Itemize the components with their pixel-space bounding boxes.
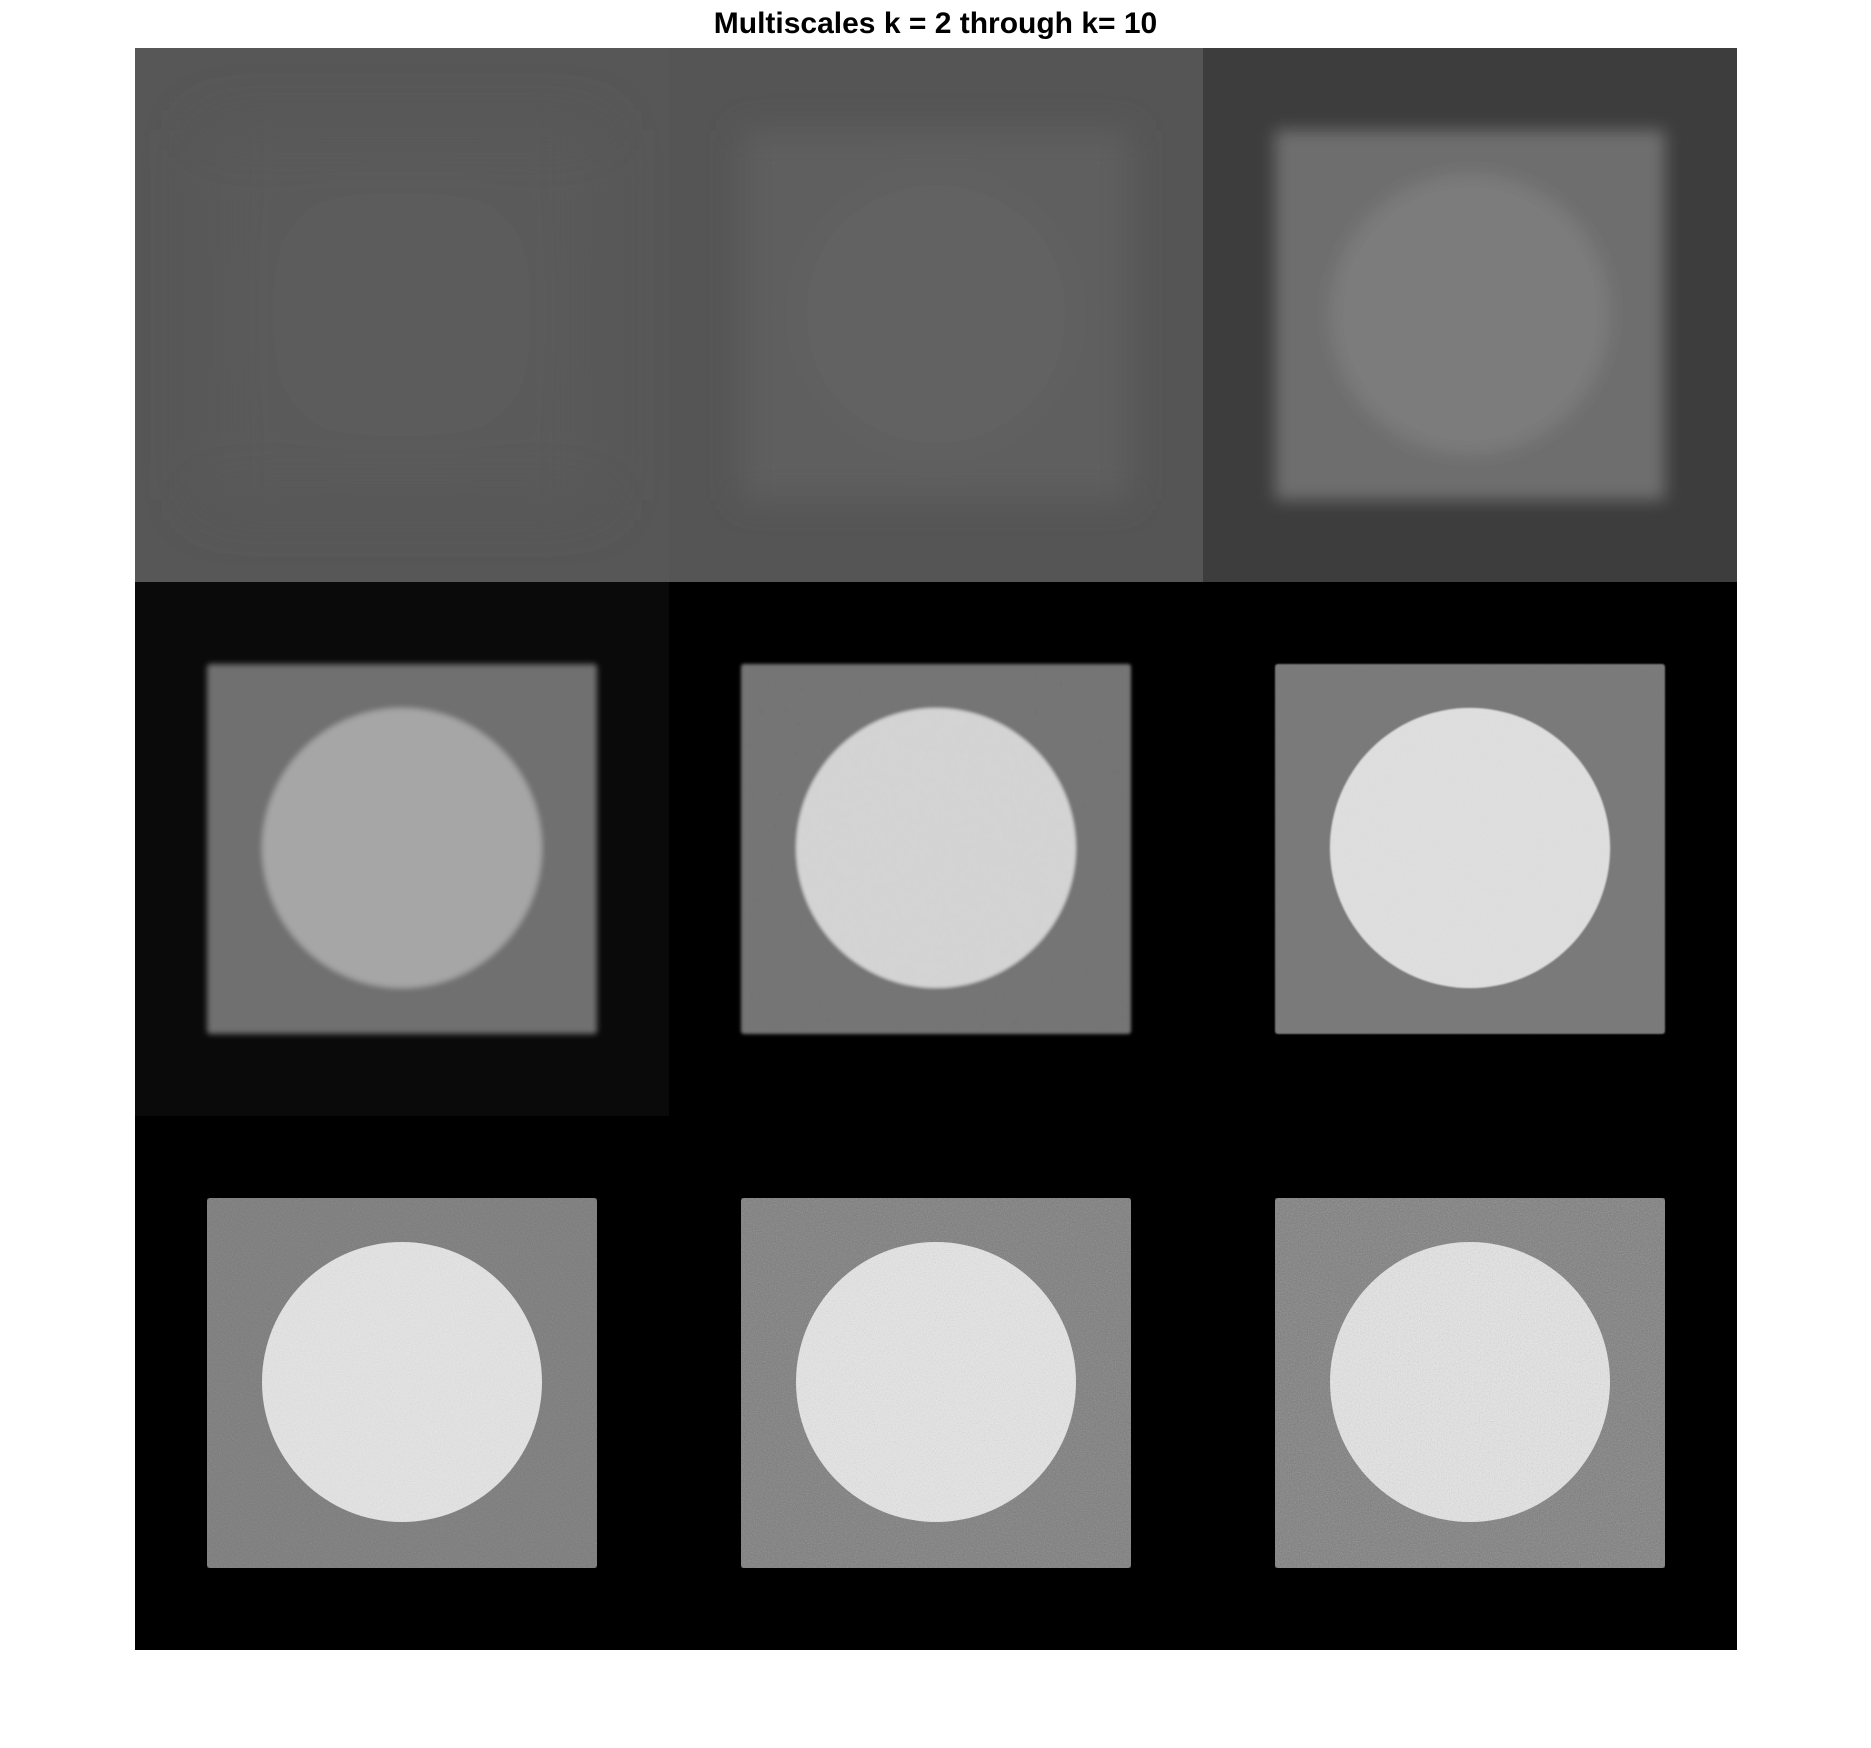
phantom-object <box>1275 130 1665 500</box>
phantom-disk <box>262 174 542 454</box>
phantom-object <box>741 1198 1131 1568</box>
figure-title: Multiscales k = 2 through k= 10 <box>713 7 1158 40</box>
scale-tile-k7 <box>1203 582 1737 1116</box>
noise-texture <box>741 664 1131 1034</box>
phantom-object <box>1275 1198 1665 1568</box>
noise-texture <box>1275 664 1665 1034</box>
phantom-object <box>207 130 597 500</box>
scale-tile-k5 <box>135 582 669 1116</box>
phantom-object <box>207 664 597 1034</box>
scale-tile-k2 <box>135 48 669 582</box>
multiscale-montage <box>135 48 1737 1650</box>
scale-tile-k3 <box>669 48 1203 582</box>
phantom-disk <box>262 708 542 988</box>
scale-tile-k6 <box>669 582 1203 1116</box>
phantom-disk <box>796 174 1076 454</box>
scale-tile-k10 <box>1203 1116 1737 1650</box>
scale-tile-k9 <box>669 1116 1203 1650</box>
noise-texture <box>207 664 597 1034</box>
montage-tiles <box>135 48 1737 1650</box>
phantom-object <box>741 130 1131 500</box>
phantom-disk <box>1330 174 1610 454</box>
phantom-object <box>207 1198 597 1568</box>
noise-texture <box>207 1198 597 1568</box>
phantom-object <box>741 664 1131 1034</box>
noise-texture <box>1275 1198 1665 1568</box>
scale-tile-k4 <box>1203 48 1737 582</box>
scale-tile-k8 <box>135 1116 669 1650</box>
phantom-object <box>1275 664 1665 1034</box>
noise-texture <box>741 1198 1131 1568</box>
